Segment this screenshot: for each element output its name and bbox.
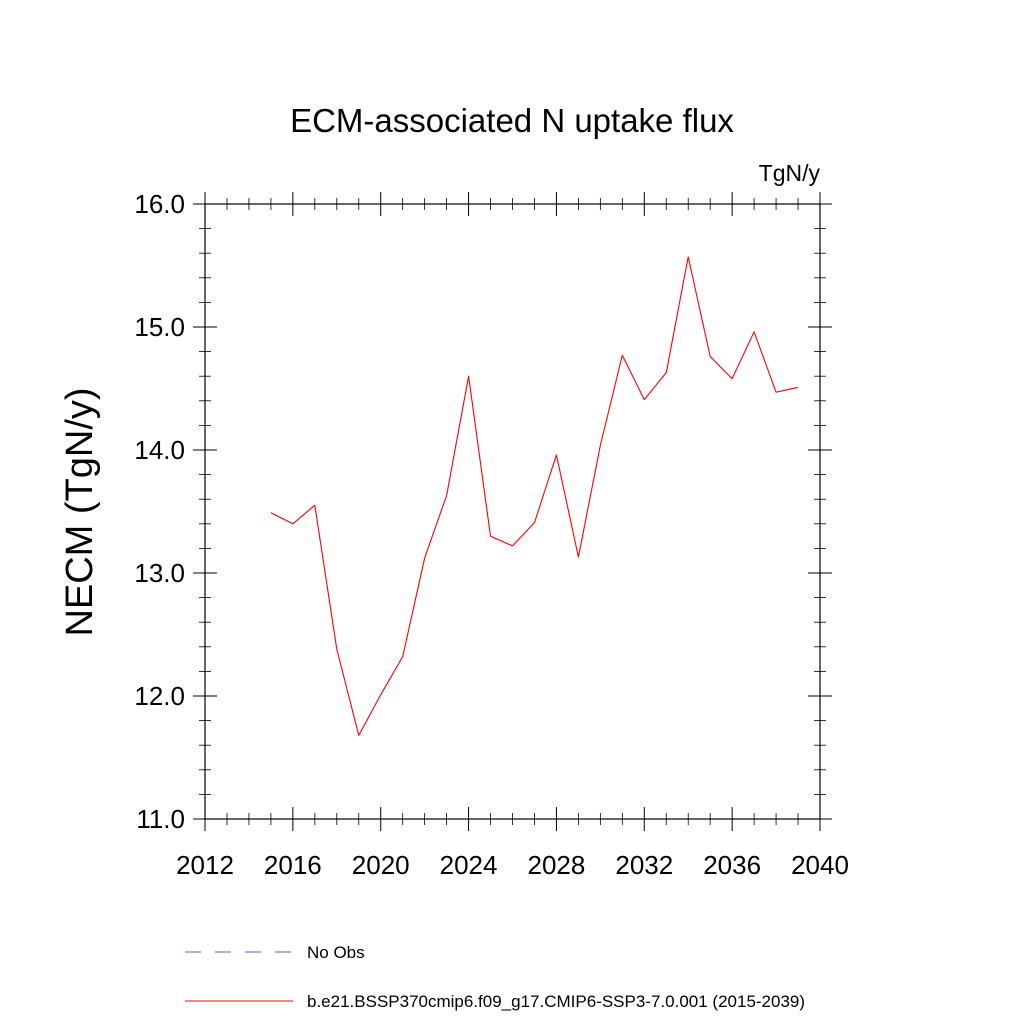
- x-tick-label: 2024: [440, 850, 498, 880]
- y-tick-label: 11.0: [136, 804, 185, 834]
- x-tick-label: 2020: [352, 850, 410, 880]
- x-tick-label: 2036: [703, 850, 761, 880]
- legend-label-0: No Obs: [307, 943, 365, 962]
- units-label: TgN/y: [759, 160, 821, 186]
- x-tick-label: 2028: [528, 850, 586, 880]
- series-line-0: [270, 256, 799, 736]
- x-tick-label: 2016: [264, 850, 322, 880]
- y-tick-label: 13.0: [134, 558, 185, 588]
- y-tick-label: 12.0: [134, 681, 185, 711]
- chart-title: ECM-associated N uptake flux: [290, 102, 734, 139]
- y-tick-label: 14.0: [134, 435, 185, 465]
- y-tick-label: 16.0: [134, 189, 185, 219]
- x-tick-label: 2032: [615, 850, 673, 880]
- plot-frame: [204, 203, 821, 820]
- x-tick-label: 2012: [176, 850, 234, 880]
- x-tick-label: 2040: [791, 850, 849, 880]
- y-axis-label: NECM (TgN/y): [59, 387, 101, 636]
- y-tick-label: 15.0: [134, 312, 185, 342]
- legend-label-1: b.e21.BSSP370cmip6.f09_g17.CMIP6-SSP3-7.…: [307, 992, 805, 1011]
